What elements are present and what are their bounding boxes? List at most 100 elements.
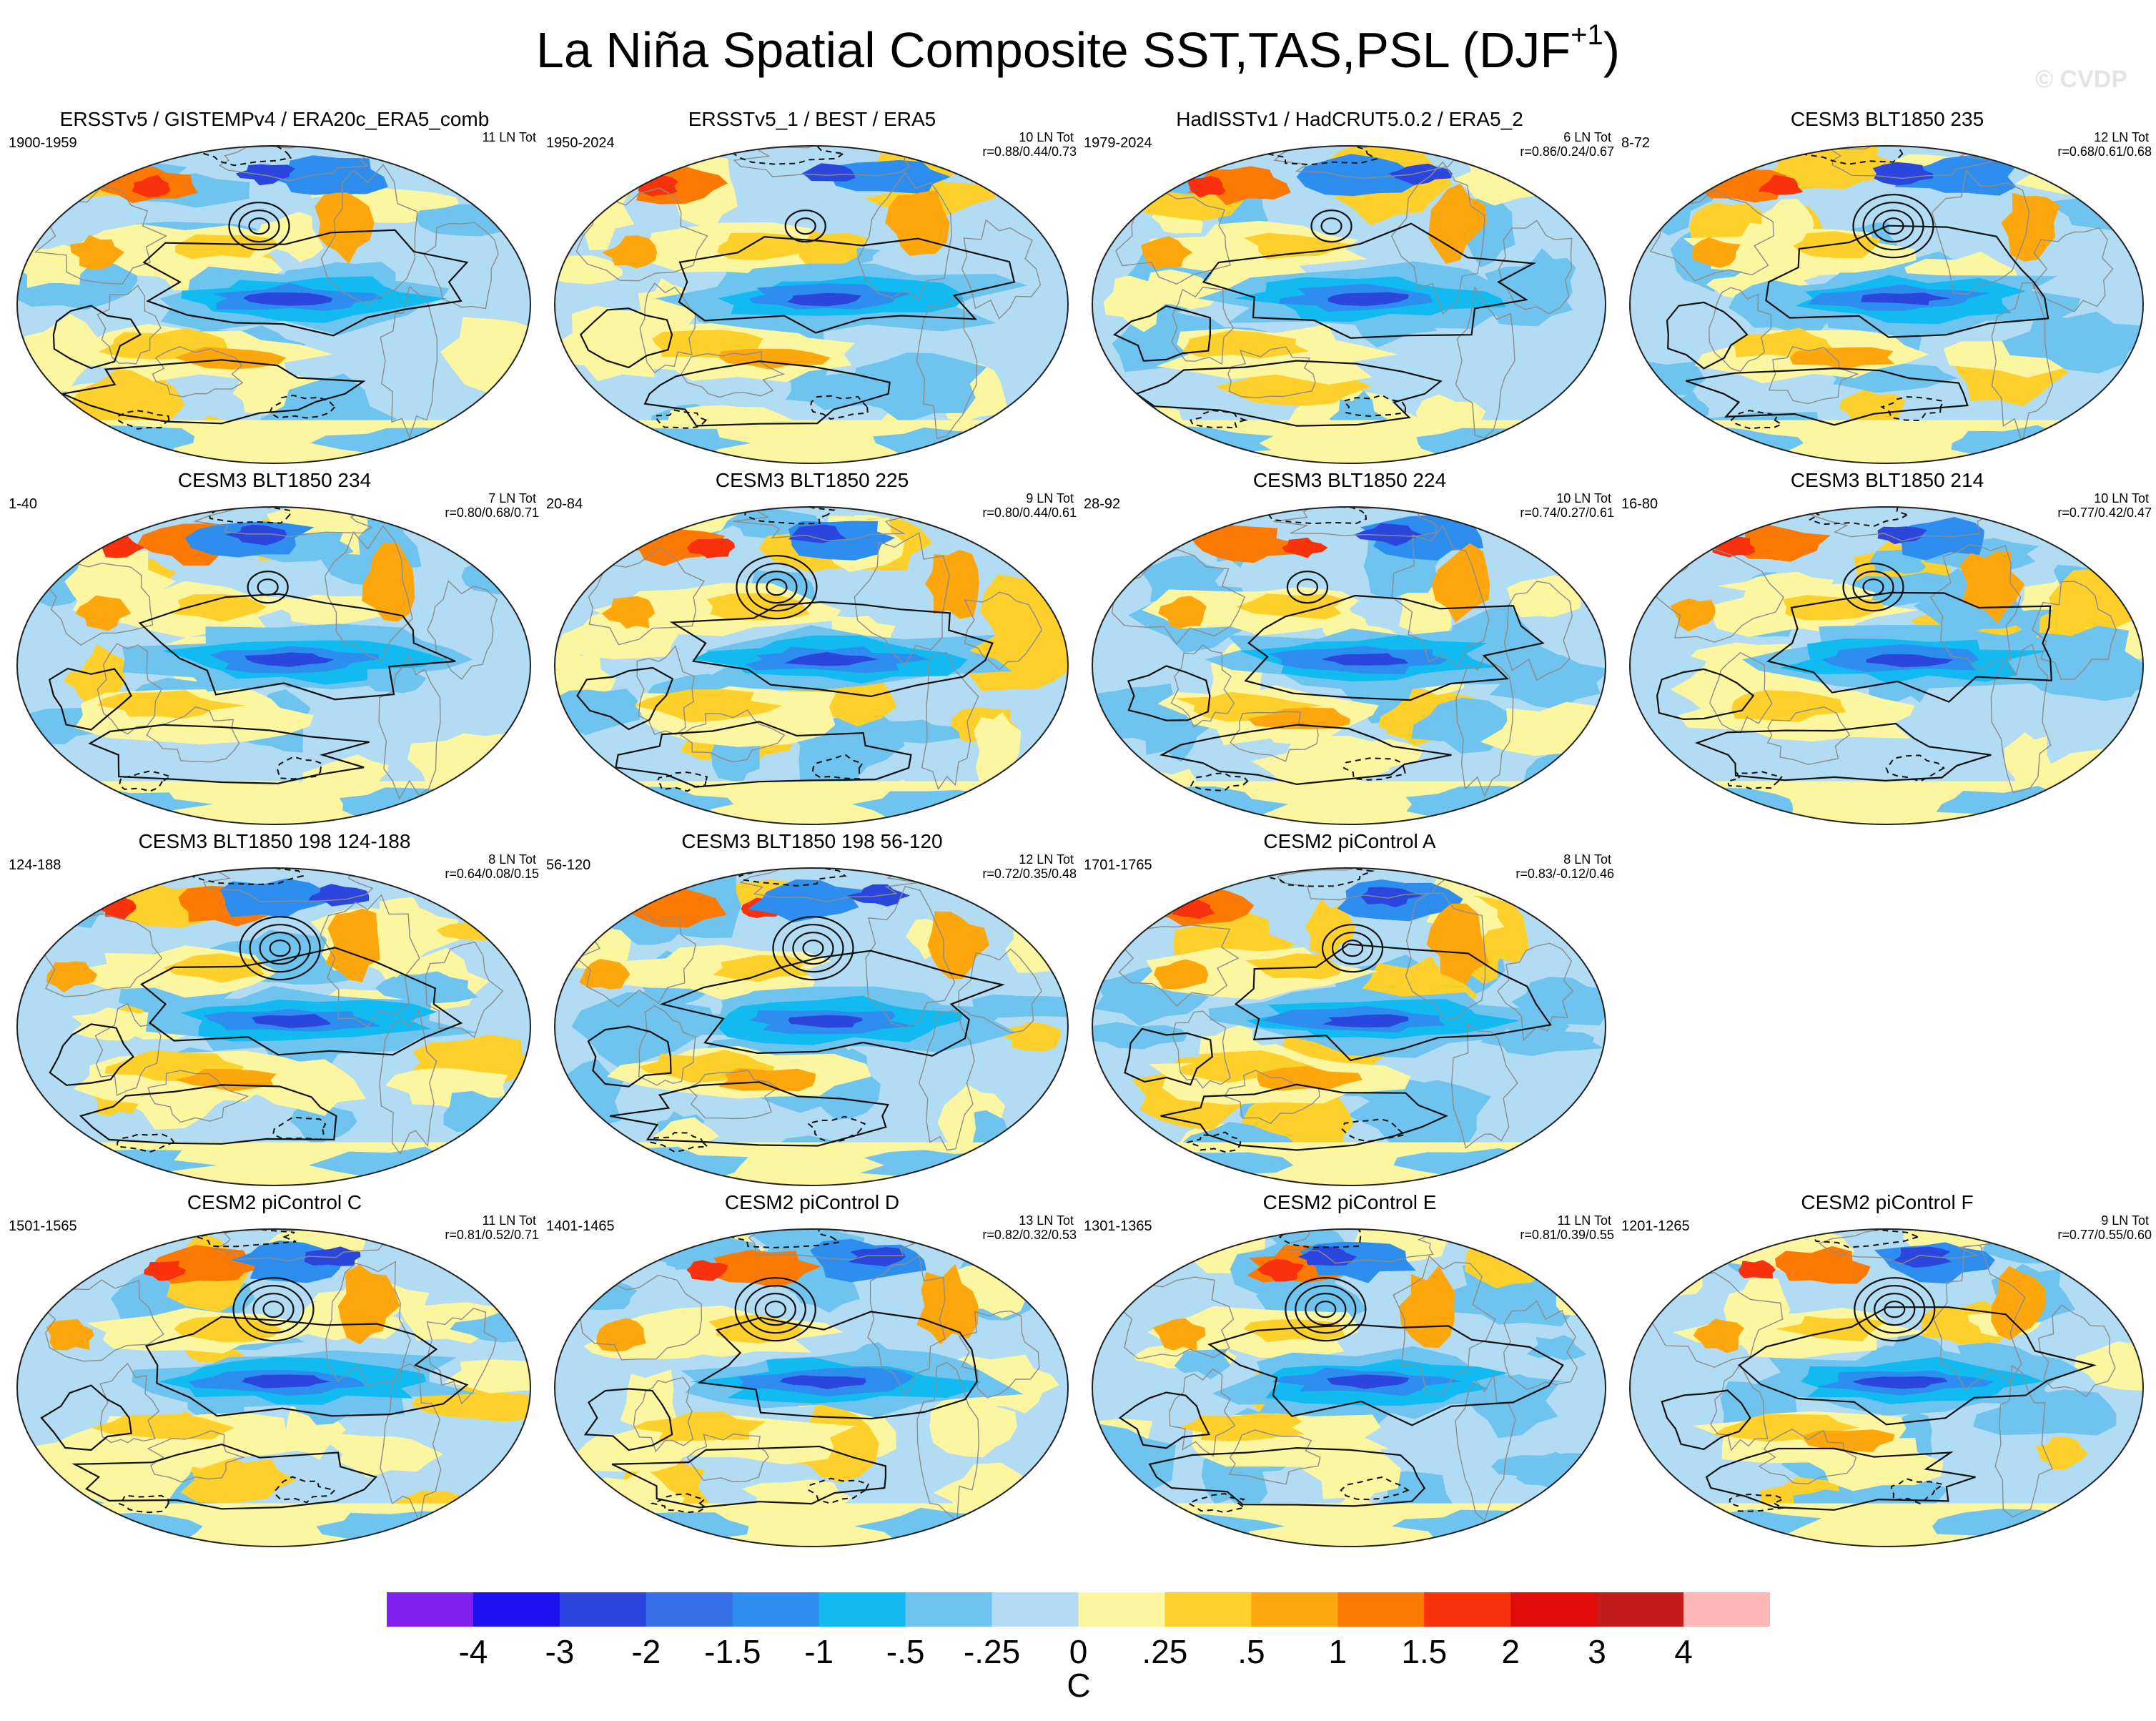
panel-event-count: 13 LN Tot [1019, 1213, 1074, 1228]
panel-event-count: 6 LN Tot [1563, 130, 1611, 144]
panel-title: CESM2 piControl D [724, 1191, 900, 1213]
panel-pattern-correlation: r=0.82/0.32/0.53 [982, 1228, 1077, 1242]
globe-map [1092, 145, 1606, 464]
colorbar-tick-label: .5 [1237, 1633, 1265, 1670]
globe-map [1629, 506, 2144, 825]
panel-title: CESM2 piControl A [1263, 830, 1436, 852]
panel-pattern-correlation: r=0.80/0.44/0.61 [982, 506, 1077, 520]
panel-years: 1701-1765 [1084, 857, 1152, 873]
psl-contours-negative [117, 146, 336, 430]
colorbar-segment [559, 1592, 647, 1627]
panel-years: 56-120 [546, 857, 591, 873]
coastlines [1118, 868, 1574, 1149]
coastlines [580, 1229, 1040, 1522]
panel-event-count: 9 LN Tot [2101, 1213, 2149, 1228]
coastlines [36, 1229, 498, 1524]
psl-contours [1666, 194, 2049, 426]
panel-event-count: 8 LN Tot [1563, 852, 1611, 867]
psl-contours [576, 555, 994, 788]
panel-title: ERSSTv5 / GISTEMPv4 / ERA20c_ERA5_comb [59, 108, 490, 130]
panel-title: CESM2 piControl C [187, 1191, 362, 1213]
panel-title: CESM3 BLT1850 225 [715, 469, 909, 491]
map-panel: CESM2 piControl D 1401-1465 13 LN Tot r=0.8… [543, 1190, 1081, 1552]
psl-contours [1118, 1277, 1564, 1507]
colorbar-units: C [1067, 1667, 1091, 1704]
temperature-anomaly-field [555, 507, 1068, 824]
panel-event-count: 10 LN Tot [1019, 130, 1074, 144]
panel-title: CESM3 BLT1850 198 124-188 [138, 830, 411, 852]
colorbar-tick-label: 0 [1069, 1633, 1088, 1670]
psl-contours [1661, 1277, 2097, 1511]
panel-title: CESM2 piControl F [1801, 1191, 1974, 1213]
colorbar-segment [1424, 1592, 1511, 1627]
map-panel: CESM3 BLT1850 234 1-40 7 LN Tot r=0.80/0.68… [6, 468, 543, 829]
panel-years: 1950-2024 [546, 135, 615, 151]
panel-years: 1401-1465 [546, 1218, 615, 1234]
map-panel: CESM3 BLT1850 235 8-72 12 LN Tot r=0.68/0.6… [1618, 107, 2156, 468]
panel-title: ERSSTv5_1 / BEST / ERA5 [688, 108, 936, 130]
psl-contours-negative [1726, 507, 1945, 790]
colorbar-tick-label: 1 [1328, 1633, 1348, 1670]
panel-pattern-correlation: r=0.68/0.61/0.68 [2057, 144, 2152, 159]
map-panel: CESM3 BLT1850 198 124-188 124-188 8 LN Tot… [6, 829, 543, 1190]
colorbar-segment [1164, 1592, 1252, 1627]
coastlines [38, 868, 504, 1155]
panel-title: CESM3 BLT1850 224 [1252, 469, 1447, 491]
globe-map [554, 867, 1069, 1186]
psl-contours-negative [1730, 146, 1944, 430]
colorbar-segment [1683, 1592, 1770, 1627]
panel-event-count: 12 LN Tot [2094, 130, 2149, 144]
panel-pattern-correlation: r=0.83/-0.12/0.46 [1515, 867, 1614, 881]
coastlines [44, 507, 498, 800]
psl-contours-negative [1190, 146, 1407, 429]
colorbar-tick-label: .25 [1142, 1633, 1188, 1670]
globe-map [554, 1228, 1069, 1547]
coastlines [34, 146, 499, 439]
colorbar-tick-label: -3 [545, 1633, 575, 1670]
colorbar-tick-label: -1 [804, 1633, 834, 1670]
colorbar-segment [473, 1592, 560, 1627]
globe-map [1092, 867, 1606, 1186]
panel-years: 16-80 [1621, 496, 1658, 512]
panel-event-count: 8 LN Tot [488, 852, 536, 867]
panel-years: 8-72 [1621, 135, 1651, 151]
colorbar-segment [646, 1592, 733, 1627]
panel-pattern-correlation: r=0.81/0.39/0.55 [1520, 1228, 1614, 1242]
map-panel: CESM3 BLT1850 198 56-120 56-120 12 LN Tot r… [543, 829, 1081, 1190]
colorbar-segment [1337, 1592, 1425, 1627]
globe-map [16, 506, 531, 825]
colorbar-segment [387, 1592, 474, 1627]
coastlines [1649, 146, 2114, 445]
psl-contours [1113, 209, 1537, 427]
colorbar-tick-label: -4 [458, 1633, 488, 1670]
panel-pattern-correlation: r=0.86/0.24/0.67 [1520, 144, 1614, 159]
map-panel: CESM2 piControl E 1301-1365 11 LN Tot r=0.8… [1081, 1190, 1618, 1552]
globe-map [1092, 506, 1606, 825]
panel-years: 1201-1265 [1621, 1218, 1690, 1234]
globe-map [16, 145, 531, 464]
psl-contours-negative [656, 507, 864, 792]
psl-contours [52, 202, 469, 425]
temperature-anomaly-field [1630, 507, 2143, 824]
colorbar-segment [1078, 1592, 1166, 1627]
map-panel: ERSSTv5 / GISTEMPv4 / ERA20c_ERA5_comb 19… [6, 107, 543, 468]
colorbar-segment [732, 1592, 820, 1627]
panel-title: CESM3 BLT1850 198 56-120 [681, 830, 943, 852]
colorbar-segment [992, 1592, 1079, 1627]
map-panel: CESM2 piControl C 1501-1565 11 LN Tot r=0.8… [6, 1190, 543, 1552]
psl-contours [40, 1277, 469, 1510]
panel-event-count: 9 LN Tot [1026, 491, 1074, 506]
psl-contours-negative [1187, 1229, 1410, 1514]
panel-pattern-correlation: r=0.88/0.44/0.73 [982, 144, 1077, 159]
globe-map [16, 1228, 531, 1547]
colorbar-segment [905, 1592, 993, 1627]
colorbar-tick-label: 1.5 [1401, 1633, 1448, 1670]
psl-contours [579, 209, 1016, 427]
psl-contours [49, 916, 463, 1145]
psl-contours-negative [117, 1229, 336, 1514]
psl-contours [48, 571, 456, 784]
panel-event-count: 10 LN Tot [2094, 491, 2149, 506]
panel-event-count: 12 LN Tot [1019, 852, 1074, 867]
colorbar-tick-label: -.25 [963, 1633, 1021, 1670]
psl-contours [583, 1277, 978, 1509]
